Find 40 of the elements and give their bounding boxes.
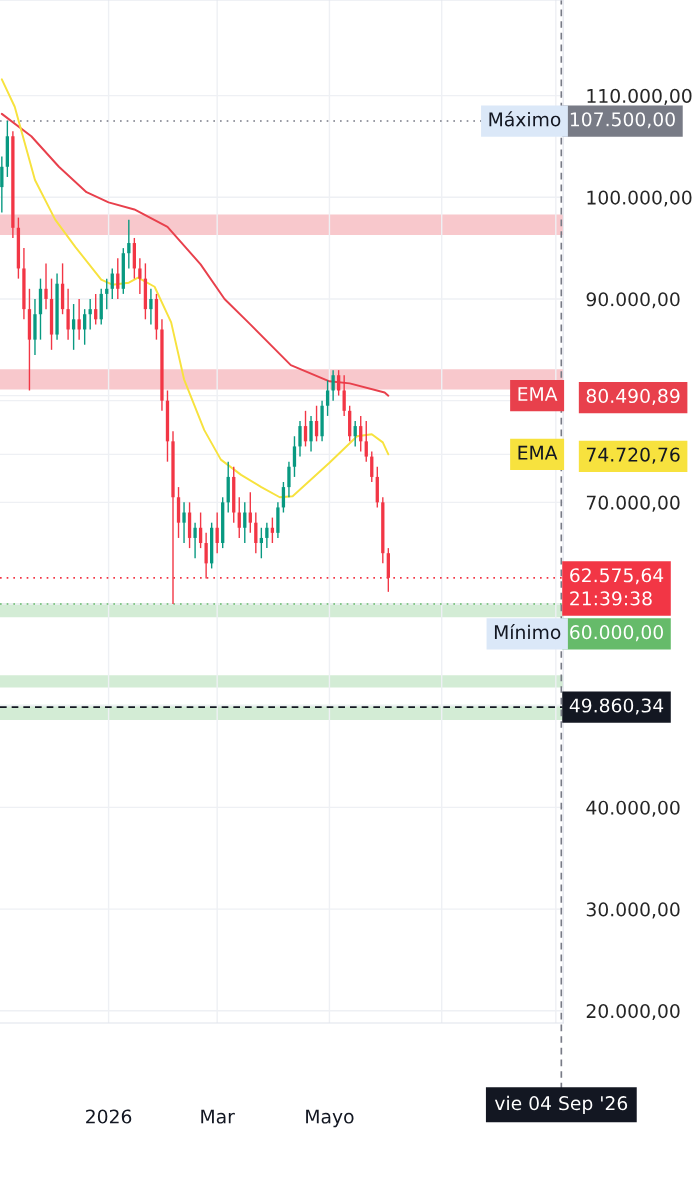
- text: EMA: [518, 387, 558, 401]
- annotation: Mínimo: [494, 624, 561, 640]
- ref-line-label: 62.575,64 21:39:38: [570, 568, 664, 606]
- x-tick-label: 2026: [86, 1109, 132, 1124]
- candlestick: [309, 415, 313, 453]
- ref-line-label: vie 04 Sep '26: [494, 1095, 628, 1114]
- candlestick: [370, 450, 374, 483]
- candlestick: [66, 288, 70, 341]
- candlestick: [77, 298, 81, 341]
- ref-line-label: 60.000,00: [570, 625, 663, 642]
- candlestick: [182, 501, 186, 544]
- candlestick: [0, 155, 4, 214]
- candlestick: [138, 257, 142, 295]
- y-tick-label: 80.490,89: [586, 388, 680, 405]
- candlestick: [254, 511, 258, 554]
- y-tick-label: 100.000,00: [587, 190, 692, 207]
- candlestick: [292, 435, 297, 478]
- y-tick-label: 90.000,00: [586, 292, 680, 309]
- candlestick: [364, 420, 368, 463]
- candlestick: [265, 521, 269, 549]
- candlestick: [298, 420, 302, 458]
- candlestick: [325, 379, 330, 417]
- annotation: Máximo: [489, 111, 561, 127]
- y-tick-label: 70.000,00: [586, 495, 680, 512]
- x-tick-label: Mar: [201, 1109, 235, 1124]
- ref-line-label: 107.500,00: [570, 112, 675, 129]
- candlestick: [44, 262, 48, 310]
- y-tick-label: 30.000,00: [586, 902, 680, 919]
- candlestick: [287, 460, 291, 498]
- candlestick: [149, 288, 153, 326]
- y-tick-label: 110.000,00: [587, 88, 692, 105]
- y-tick-label: 74.720,76: [586, 447, 680, 464]
- y-tick-label: 40.000,00: [586, 800, 680, 817]
- y-tick-label: 20.000,00: [586, 1004, 680, 1021]
- candlestick: [331, 369, 335, 402]
- ref-line-label: 49.860,34: [569, 698, 664, 715]
- x-tick-label: Mayo: [306, 1109, 354, 1128]
- candlestick: [193, 521, 197, 559]
- text: EMA: [518, 445, 558, 460]
- candlestick: [281, 481, 286, 514]
